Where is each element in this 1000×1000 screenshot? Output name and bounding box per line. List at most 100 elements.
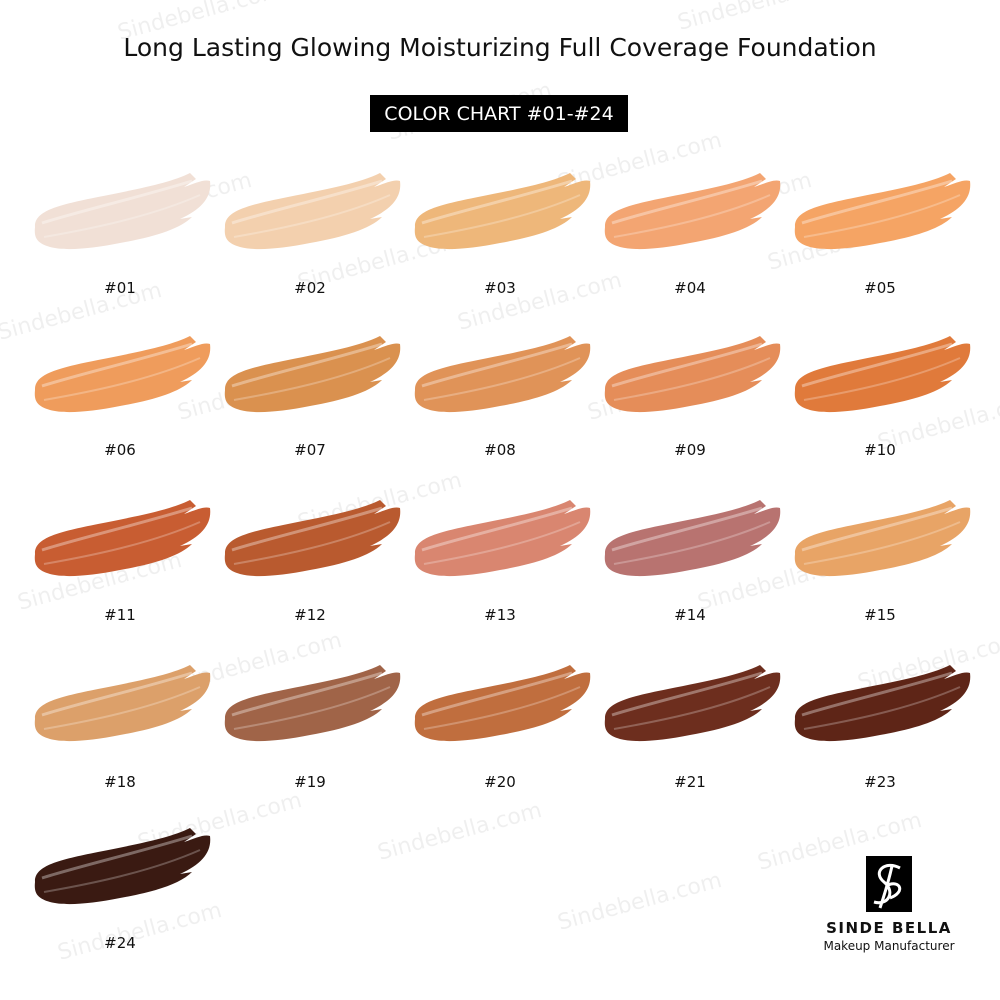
swatch-label: #04 [674, 279, 706, 297]
swatch [604, 336, 781, 413]
swatch-highlight [233, 194, 391, 238]
swatch-highlight [43, 194, 201, 238]
brand-tagline: Makeup Manufacturer [823, 939, 954, 953]
swatch-label: #03 [484, 279, 516, 297]
swatch [794, 500, 971, 577]
swatch-highlight [233, 521, 391, 565]
swatch-highlight [613, 357, 771, 401]
swatch-highlight [43, 521, 201, 565]
swatch-label: #02 [294, 279, 326, 297]
swatch-shape [34, 828, 211, 905]
swatch-label: #12 [294, 606, 326, 624]
swatch-shape [224, 173, 401, 250]
swatch-label: #21 [674, 773, 706, 791]
swatch-shape [414, 665, 591, 742]
swatch-shape [604, 500, 781, 577]
swatch [794, 173, 971, 250]
swatch-label: #15 [864, 606, 896, 624]
swatch-shape [34, 173, 211, 250]
subtitle-box [370, 95, 628, 132]
swatch [414, 500, 591, 577]
swatch [224, 173, 401, 250]
swatch [224, 665, 401, 742]
swatch-label: #18 [104, 773, 136, 791]
swatch-highlight [43, 686, 201, 730]
swatch-highlight [41, 671, 193, 717]
swatch-label: #24 [104, 934, 136, 952]
swatch-highlight [421, 671, 573, 717]
swatch-highlight [421, 342, 573, 388]
swatch-highlight [231, 671, 383, 717]
swatch [224, 336, 401, 413]
swatch-highlight [421, 179, 573, 225]
subtitle: COLOR CHART #01-#24 [384, 103, 613, 125]
swatch-shape [604, 173, 781, 250]
swatch-highlight [611, 506, 763, 552]
swatch-shape [604, 665, 781, 742]
swatch-shape [34, 500, 211, 577]
swatch-shape [224, 665, 401, 742]
swatches: #01 #02 #03 #04 #05 #06 #07 #08 #09 #10 #11 #12 #13 #… [34, 173, 971, 952]
swatch-label: #08 [484, 441, 516, 459]
swatch-label: #20 [484, 773, 516, 791]
swatch [224, 500, 401, 577]
swatch [34, 173, 211, 250]
swatch-highlight [423, 686, 581, 730]
swatch-highlight [423, 521, 581, 565]
swatch-shape [414, 336, 591, 413]
swatch-label: #05 [864, 279, 896, 297]
swatch-highlight [231, 506, 383, 552]
swatch [34, 665, 211, 742]
brand-name: SINDE BELLA [826, 919, 952, 937]
swatch-highlight [231, 179, 383, 225]
swatch-label: #14 [674, 606, 706, 624]
swatch-highlight [801, 179, 953, 225]
swatch [34, 500, 211, 577]
swatch-label: #11 [104, 606, 136, 624]
swatch [604, 500, 781, 577]
swatch-highlight [803, 194, 961, 238]
swatch-highlight [611, 179, 763, 225]
swatch-highlight [41, 834, 193, 880]
swatch-label: #07 [294, 441, 326, 459]
swatch-highlight [43, 357, 201, 401]
swatch-highlight [801, 671, 953, 717]
swatch-label: #23 [864, 773, 896, 791]
swatch-highlight [423, 194, 581, 238]
swatch-shape [604, 336, 781, 413]
swatch [414, 665, 591, 742]
logo [866, 856, 912, 912]
swatch-highlight [41, 342, 193, 388]
swatch-highlight [231, 342, 383, 388]
logo-glyph [873, 863, 902, 909]
swatch-label: #19 [294, 773, 326, 791]
swatch-shape [224, 500, 401, 577]
swatch-highlight [613, 194, 771, 238]
swatch [794, 665, 971, 742]
swatch-highlight [803, 357, 961, 401]
swatch [34, 336, 211, 413]
swatch-shape [224, 336, 401, 413]
swatch-highlight [423, 357, 581, 401]
swatch [414, 336, 591, 413]
swatch-highlight [41, 506, 193, 552]
swatch-highlight [41, 179, 193, 225]
swatch-highlight [233, 686, 391, 730]
swatch-highlight [611, 671, 763, 717]
swatch-highlight [613, 521, 771, 565]
swatch-shape [794, 336, 971, 413]
swatch-highlight [803, 521, 961, 565]
swatch-shape [34, 336, 211, 413]
swatch-shape [414, 500, 591, 577]
swatch-shape [794, 500, 971, 577]
swatch-label: #09 [674, 441, 706, 459]
swatch-label: #10 [864, 441, 896, 459]
swatch-highlight [421, 506, 573, 552]
swatch [794, 336, 971, 413]
swatch-highlight [803, 686, 961, 730]
swatch [34, 828, 211, 905]
swatch [604, 173, 781, 250]
swatch-shape [34, 665, 211, 742]
